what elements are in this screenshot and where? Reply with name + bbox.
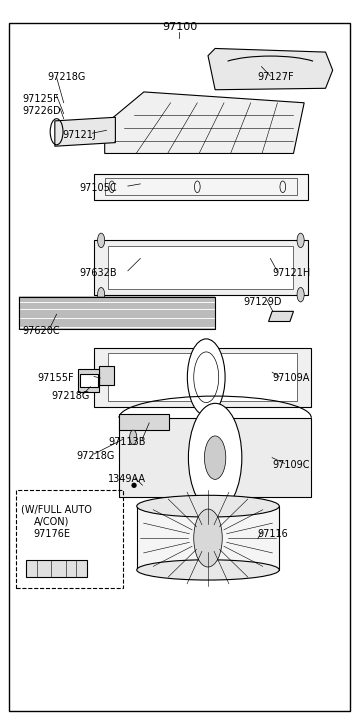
Polygon shape: [80, 374, 98, 387]
Circle shape: [98, 233, 105, 248]
Text: (W/FULL AUTO: (W/FULL AUTO: [21, 505, 92, 515]
Circle shape: [130, 430, 137, 445]
Ellipse shape: [137, 560, 279, 580]
Text: 1349AA: 1349AA: [108, 475, 146, 484]
Polygon shape: [99, 366, 113, 385]
Polygon shape: [105, 92, 304, 153]
Text: 97109A: 97109A: [272, 373, 309, 383]
Circle shape: [194, 509, 222, 567]
Polygon shape: [19, 297, 215, 329]
Text: 97121J: 97121J: [62, 130, 96, 140]
Circle shape: [204, 436, 226, 479]
Text: 97218G: 97218G: [76, 451, 115, 461]
Circle shape: [188, 403, 242, 512]
Text: 97176E: 97176E: [33, 529, 70, 539]
Text: 97129D: 97129D: [244, 297, 282, 307]
Ellipse shape: [137, 495, 279, 517]
Circle shape: [297, 233, 304, 248]
Polygon shape: [137, 506, 279, 570]
Polygon shape: [119, 418, 311, 497]
Text: 97105C: 97105C: [80, 183, 117, 193]
Text: 97127F: 97127F: [258, 73, 294, 82]
Polygon shape: [269, 311, 294, 321]
Text: 97116: 97116: [258, 529, 289, 539]
Polygon shape: [208, 49, 333, 89]
Text: 97113B: 97113B: [108, 437, 146, 446]
Circle shape: [98, 287, 105, 302]
Text: 97109C: 97109C: [272, 460, 309, 470]
Circle shape: [297, 287, 304, 302]
Text: 97620C: 97620C: [23, 326, 60, 336]
Text: 97218G: 97218G: [51, 391, 90, 401]
Text: ●: ●: [130, 482, 136, 488]
Text: 97218G: 97218G: [48, 73, 86, 82]
Text: 97121H: 97121H: [272, 268, 311, 278]
Text: 97226D: 97226D: [23, 106, 61, 116]
Polygon shape: [26, 561, 87, 577]
Bar: [16, 490, 122, 588]
Polygon shape: [55, 117, 115, 146]
Polygon shape: [94, 241, 308, 294]
Text: 97632B: 97632B: [80, 268, 117, 278]
Polygon shape: [108, 353, 297, 401]
Circle shape: [187, 339, 225, 416]
Text: 97125F: 97125F: [23, 95, 59, 104]
Text: 97100: 97100: [162, 22, 197, 32]
Polygon shape: [94, 348, 311, 407]
Polygon shape: [108, 246, 294, 289]
Polygon shape: [94, 174, 308, 200]
Text: 97155F: 97155F: [37, 373, 74, 383]
Polygon shape: [78, 369, 99, 393]
Polygon shape: [119, 414, 169, 430]
Text: A/CON): A/CON): [33, 516, 69, 526]
